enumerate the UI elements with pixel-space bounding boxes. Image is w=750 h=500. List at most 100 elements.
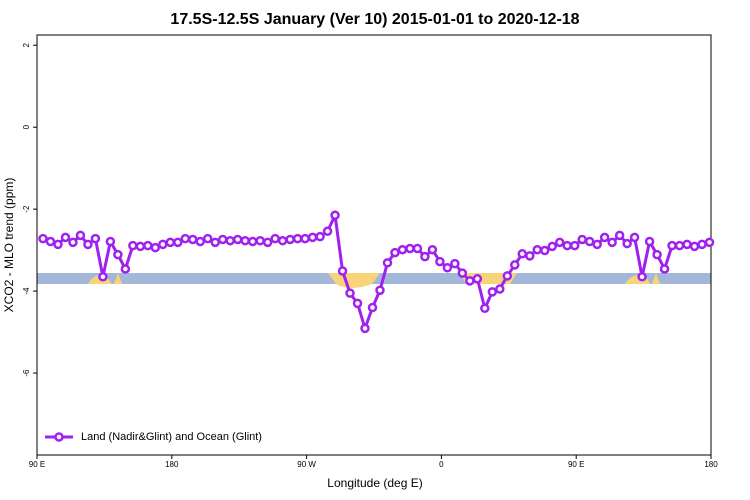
data-point xyxy=(247,236,258,247)
data-point xyxy=(53,239,63,250)
data-point xyxy=(60,232,71,243)
data-point xyxy=(510,260,520,270)
data-point xyxy=(442,262,453,273)
data-point xyxy=(45,236,56,247)
data-point xyxy=(270,233,280,244)
x-tick-label: 180 xyxy=(165,460,179,469)
data-point xyxy=(652,249,662,260)
data-point xyxy=(75,230,86,241)
data-point xyxy=(554,237,565,248)
data-point xyxy=(307,232,318,243)
data-point xyxy=(188,234,198,245)
y-tick-label: 0 xyxy=(22,124,31,129)
data-point xyxy=(599,232,610,243)
data-point xyxy=(285,234,295,245)
data-point xyxy=(337,266,348,276)
data-point xyxy=(292,233,303,244)
data-point xyxy=(547,241,557,252)
data-point xyxy=(225,235,235,246)
land-patch xyxy=(652,273,660,284)
data-point xyxy=(390,247,400,258)
y-tick-label: -2 xyxy=(22,205,31,213)
data-point xyxy=(465,276,475,286)
data-point xyxy=(90,233,101,244)
data-point xyxy=(143,240,153,251)
data-point xyxy=(487,287,498,297)
data-point xyxy=(322,226,333,237)
data-point xyxy=(360,323,370,334)
data-point xyxy=(232,234,243,245)
data-point xyxy=(427,244,438,255)
data-point xyxy=(629,232,640,243)
data-point xyxy=(435,256,445,267)
data-point xyxy=(420,251,430,262)
data-point xyxy=(98,272,108,282)
data-point xyxy=(480,303,490,314)
data-point xyxy=(697,239,707,250)
data-point xyxy=(367,302,378,313)
data-point xyxy=(644,236,655,247)
data-point xyxy=(532,244,543,255)
data-point xyxy=(165,237,176,248)
data-point xyxy=(202,233,213,244)
data-point xyxy=(262,237,273,248)
data-point xyxy=(315,231,325,242)
data-point xyxy=(622,238,632,249)
data-point xyxy=(674,240,685,251)
data-point xyxy=(128,240,138,251)
data-point xyxy=(614,230,625,241)
data-point xyxy=(38,233,48,244)
data-point xyxy=(68,237,78,248)
data-point xyxy=(569,240,580,251)
series-line xyxy=(42,210,710,334)
data-point xyxy=(539,245,550,256)
data-point xyxy=(345,288,355,298)
y-tick-label: -6 xyxy=(22,369,31,377)
legend-marker xyxy=(54,432,64,442)
data-point xyxy=(105,236,116,247)
data-point xyxy=(592,239,602,250)
data-point xyxy=(300,233,310,244)
x-tick-label: 0 xyxy=(439,460,444,469)
y-axis-label: XCO2 - MLO trend (ppm) xyxy=(2,178,16,313)
data-point xyxy=(158,239,168,250)
land-patch xyxy=(114,273,122,284)
data-point xyxy=(120,264,131,274)
data-point xyxy=(330,210,340,221)
data-point xyxy=(450,258,460,269)
data-point xyxy=(195,236,206,247)
data-point xyxy=(397,244,408,255)
data-point xyxy=(180,233,191,244)
data-point xyxy=(495,284,505,294)
data-point xyxy=(584,236,595,247)
data-point xyxy=(412,243,423,254)
data-point xyxy=(525,251,535,261)
data-point xyxy=(375,285,385,296)
data-point xyxy=(135,241,146,252)
data-point xyxy=(83,239,93,250)
data-point xyxy=(240,235,250,246)
data-point xyxy=(577,234,587,245)
x-tick-label: 180 xyxy=(704,460,718,469)
x-tick-label: 90 E xyxy=(568,460,584,469)
data-point xyxy=(689,241,700,252)
data-point xyxy=(173,237,183,248)
y-tick-label: 2 xyxy=(22,42,31,47)
data-point xyxy=(405,243,415,254)
data-point xyxy=(502,271,513,281)
data-point xyxy=(607,237,617,248)
data-point xyxy=(562,240,572,251)
data-point xyxy=(150,242,161,253)
data-point xyxy=(382,258,393,268)
data-point xyxy=(217,234,228,245)
data-point xyxy=(472,274,483,284)
data-point xyxy=(255,235,265,246)
chart-title: 17.5S-12.5S January (Ver 10) 2015-01-01 … xyxy=(170,11,579,28)
data-point xyxy=(704,237,715,248)
land-patch xyxy=(328,273,380,288)
legend-label: Land (Nadir&Glint) and Ocean (Glint) xyxy=(81,431,262,443)
data-point xyxy=(113,249,123,260)
x-tick-label: 90 W xyxy=(297,460,316,469)
data-point xyxy=(277,235,288,246)
